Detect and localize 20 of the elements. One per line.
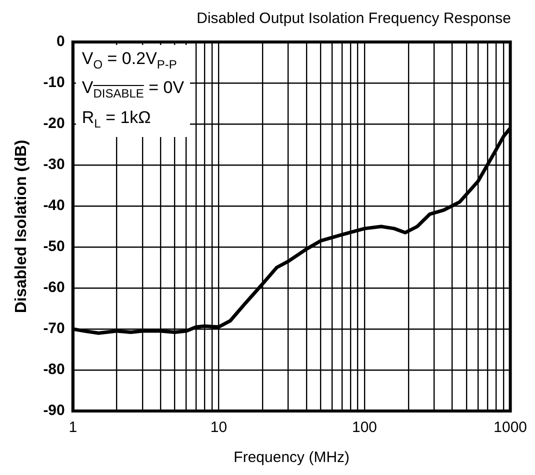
chart-title: Disabled Output Isolation Frequency Response <box>196 10 511 28</box>
y-tick-label: -90 <box>43 402 65 420</box>
y-tick-label: -70 <box>43 320 65 338</box>
x-tick-label: 10 <box>210 419 228 436</box>
y-tick-label: -30 <box>43 156 65 174</box>
y-tick-label: -20 <box>43 115 65 132</box>
annotation: R$_{L}$ = 1kΩ <box>82 106 152 132</box>
y-tick-label: -60 <box>43 279 65 296</box>
y-axis-title: Disabled Isolation (dB) <box>13 140 30 314</box>
annotation: V$_{O}$ = 0.2V$_{P-P}$ <box>82 48 178 74</box>
y-tick-label: 0 <box>56 33 65 50</box>
x-tick-label: 1 <box>68 419 78 436</box>
y-tick-label: -80 <box>43 361 65 378</box>
y-tick-label: -40 <box>43 197 65 214</box>
x-tick-label: 100 <box>352 419 378 436</box>
x-tick-label: 1000 <box>494 419 528 436</box>
y-tick-label: -10 <box>43 74 65 92</box>
x-axis-title: Frequency (MHz) <box>234 449 350 466</box>
annotation: V$_{DISABLE}$ = 0V <box>82 77 184 103</box>
y-tick-label: -50 <box>43 238 65 256</box>
